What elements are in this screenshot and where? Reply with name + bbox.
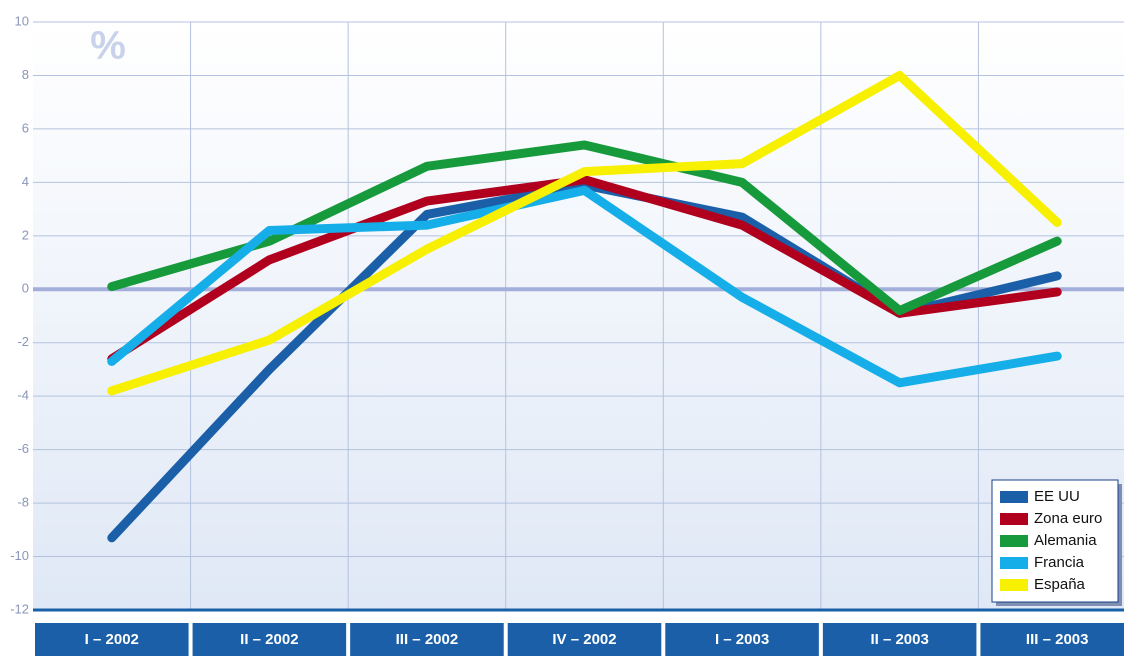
legend-label: Alemania — [1034, 532, 1097, 549]
series-line — [107, 140, 1062, 316]
legend-label: España — [1034, 576, 1086, 593]
category-box — [35, 623, 189, 656]
y-tick-label: -4 — [17, 388, 29, 403]
unit-label: % — [90, 24, 126, 68]
y-tick-label: 0 — [22, 281, 29, 296]
y-tick-label: 8 — [22, 67, 29, 82]
y-tick-label: -12 — [10, 601, 29, 616]
legend-swatch — [1000, 535, 1028, 547]
y-tick-label: 2 — [22, 227, 29, 242]
y-tick-label: -10 — [10, 548, 29, 563]
x-tick-label: III – 2002 — [396, 631, 459, 648]
series-line — [107, 70, 1062, 396]
y-tick-label: 4 — [22, 174, 29, 189]
legend-label: Francia — [1034, 554, 1085, 571]
y-tick-label: -8 — [17, 495, 29, 510]
category-box — [822, 623, 977, 656]
legend-swatch — [1000, 579, 1028, 591]
x-tick-label: II – 2002 — [240, 631, 298, 648]
y-tick-label: 6 — [22, 120, 29, 135]
x-tick-label: I – 2003 — [715, 631, 769, 648]
x-tick-label: I – 2002 — [85, 631, 139, 648]
category-box — [665, 623, 819, 656]
y-tick-label: -6 — [17, 441, 29, 456]
category-box — [192, 623, 347, 656]
category-box — [350, 623, 504, 656]
series-line — [107, 185, 1062, 388]
y-tick-label: -2 — [17, 334, 29, 349]
legend-swatch — [1000, 491, 1028, 503]
legend-label: EE UU — [1034, 488, 1080, 505]
category-box — [980, 623, 1124, 656]
plot-background — [33, 22, 1124, 610]
x-tick-label: IV – 2002 — [552, 631, 616, 648]
legend-label: Zona euro — [1034, 510, 1102, 527]
y-tick-label: 10 — [15, 13, 29, 28]
legend-swatch — [1000, 513, 1028, 525]
x-tick-label: III – 2003 — [1026, 631, 1089, 648]
category-box — [507, 623, 662, 656]
x-tick-label: II – 2003 — [870, 631, 928, 648]
legend-swatch — [1000, 557, 1028, 569]
